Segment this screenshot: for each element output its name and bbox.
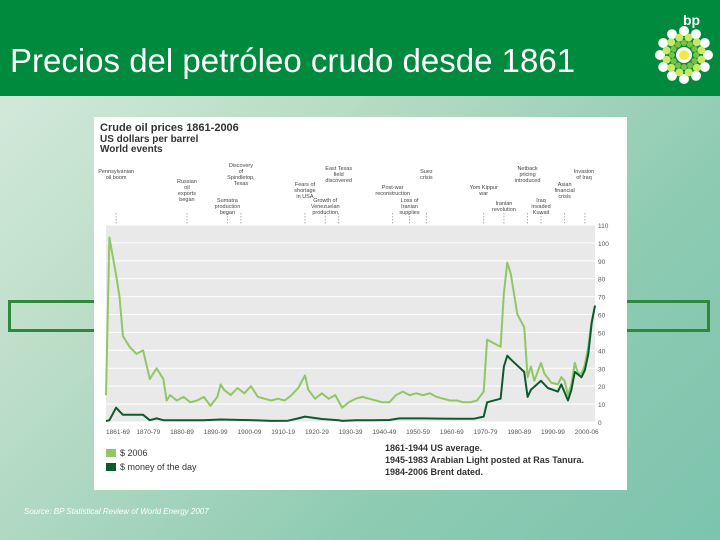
event-label: Fears of shortage in USA bbox=[294, 182, 315, 200]
y-tick-label: 60 bbox=[598, 313, 606, 320]
event-label: Suez crisis bbox=[420, 169, 433, 181]
y-tick-label: 0 bbox=[598, 420, 602, 427]
series-line-money-of-day bbox=[105, 305, 596, 423]
bp-helios-logo-icon bbox=[655, 26, 713, 84]
event-label: Yom Kippur war bbox=[470, 185, 498, 197]
slide-title: Precios del petróleo crudo desde 1861 bbox=[10, 42, 576, 79]
logo-petal bbox=[680, 40, 687, 47]
logo-petal bbox=[655, 50, 665, 60]
logo-petal bbox=[687, 62, 694, 69]
chart-subtitle: US dollars per barrel bbox=[100, 134, 199, 145]
y-tick-label: 50 bbox=[598, 330, 606, 337]
event-label: Iraq invaded Kuwait bbox=[531, 198, 550, 216]
y-tick-label: 100 bbox=[598, 241, 609, 248]
event-label: Sumatra production began bbox=[215, 198, 241, 216]
y-tick-label: 30 bbox=[598, 366, 606, 373]
logo-petal bbox=[675, 62, 682, 69]
legend-swatch-2006 bbox=[106, 449, 116, 457]
logo-petal bbox=[662, 46, 671, 55]
x-tick-label: 1910-19 bbox=[271, 429, 295, 436]
event-label: Discovery of Spindletop, Texas bbox=[227, 163, 255, 187]
event-label: Growth of Venezuelan production bbox=[311, 198, 340, 216]
event-label: Netback pricing introduced bbox=[515, 166, 541, 184]
logo-petal bbox=[703, 50, 713, 60]
event-label: Loss of Iranian supplies bbox=[399, 198, 419, 216]
logo-petal bbox=[697, 46, 706, 55]
logo-petal bbox=[662, 55, 671, 64]
slide-header: Precios del petróleo crudo desde 1861 bp bbox=[0, 0, 720, 96]
logo-petal bbox=[699, 38, 710, 48]
logo-petal bbox=[675, 33, 684, 42]
x-tick-label: 1870-79 bbox=[136, 429, 160, 436]
x-tick-label: 1890-99 bbox=[204, 429, 228, 436]
logo-petal bbox=[692, 63, 701, 72]
logo-petal bbox=[686, 41, 693, 48]
x-tick-label: 1920-29 bbox=[305, 429, 329, 436]
logo-petal bbox=[674, 41, 681, 48]
logo-petal bbox=[667, 29, 677, 40]
x-tick-label: 1980-89 bbox=[507, 429, 531, 436]
logo-petal bbox=[679, 26, 689, 36]
logo-petal bbox=[692, 51, 699, 58]
y-tick-label: 40 bbox=[598, 348, 606, 355]
legend-label-2006: $ 2006 bbox=[120, 448, 148, 458]
annotation-brent: 1984-2006 Brent dated. bbox=[385, 467, 483, 477]
source-note: Source: BP Statistical Review of World E… bbox=[24, 507, 209, 516]
x-tick-label: 1861-69 bbox=[106, 429, 130, 436]
x-tick-label: 1960-69 bbox=[440, 429, 464, 436]
event-label: East Texas field discovered bbox=[325, 166, 352, 184]
x-tick-label: 2000-06 bbox=[575, 429, 599, 436]
logo-petal bbox=[669, 52, 676, 59]
y-tick-label: 10 bbox=[598, 402, 606, 409]
logo-petal bbox=[697, 55, 706, 64]
logo-petal bbox=[691, 70, 701, 81]
event-label: Invasion of Iraq bbox=[574, 169, 595, 181]
x-tick-label: 1900-09 bbox=[238, 429, 262, 436]
legend-label-money-of-day: $ money of the day bbox=[120, 462, 197, 472]
x-tick-label: 1930-39 bbox=[339, 429, 363, 436]
legend-swatch-money-of-day bbox=[106, 463, 116, 471]
logo-petal bbox=[675, 68, 684, 77]
series-line-2006 bbox=[105, 236, 596, 409]
logo-petal bbox=[684, 68, 693, 77]
y-tick-label: 20 bbox=[598, 384, 606, 391]
x-tick-label: 1990-99 bbox=[541, 429, 565, 436]
x-tick-label: 1940-49 bbox=[372, 429, 396, 436]
oil-price-chart: Crude oil prices 1861-2006 US dollars pe… bbox=[98, 122, 609, 477]
logo-petal bbox=[667, 70, 677, 81]
logo-petal bbox=[692, 38, 701, 47]
logo-petal bbox=[699, 62, 710, 72]
logo-petal bbox=[691, 57, 698, 64]
logo-petal bbox=[670, 46, 677, 53]
y-tick-label: 110 bbox=[598, 223, 609, 230]
logo-petal bbox=[691, 29, 701, 40]
event-label: Post-war reconstruction bbox=[375, 185, 410, 197]
logo-petal bbox=[691, 45, 698, 52]
x-tick-label: 1970-79 bbox=[474, 429, 498, 436]
chart-title: Crude oil prices 1861-2006 bbox=[100, 122, 239, 134]
event-label: Russian oil exports began bbox=[177, 179, 197, 203]
logo-petal bbox=[658, 38, 669, 48]
y-tick-label: 70 bbox=[598, 295, 606, 302]
logo-petal bbox=[658, 62, 669, 72]
annotation-arabian-light: 1945-1983 Arabian Light posted at Ras Ta… bbox=[385, 455, 584, 465]
event-label: Pennsylvanian oil boom bbox=[98, 169, 134, 181]
chart-events-heading: World events bbox=[100, 144, 163, 155]
plot-background bbox=[106, 225, 595, 422]
logo-petal bbox=[681, 63, 688, 70]
event-label: Asian financial crisis bbox=[555, 182, 575, 200]
brand-wordmark: bp bbox=[683, 12, 701, 28]
logo-petal bbox=[667, 63, 676, 72]
y-tick-label: 90 bbox=[598, 259, 606, 266]
event-label: Iranian revolution bbox=[492, 201, 516, 213]
logo-petal bbox=[679, 74, 689, 84]
x-tick-label: 1950-59 bbox=[406, 429, 430, 436]
chart-panel: Crude oil prices 1861-2006 US dollars pe… bbox=[94, 117, 627, 490]
y-tick-label: 80 bbox=[598, 277, 606, 284]
logo-petal bbox=[670, 58, 677, 65]
annotation-us-average: 1861-1944 US average. bbox=[385, 443, 482, 453]
logo-petal bbox=[684, 33, 693, 42]
logo-petal bbox=[667, 38, 676, 47]
x-tick-label: 1880-89 bbox=[170, 429, 194, 436]
